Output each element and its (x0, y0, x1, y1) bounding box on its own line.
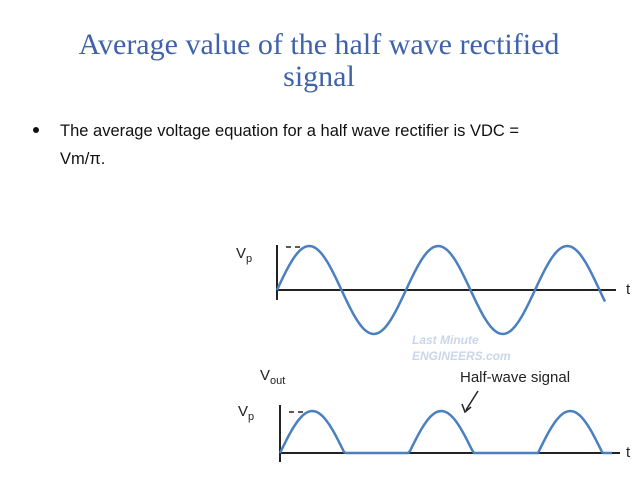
bullet-line: The average voltage equation for a half … (60, 122, 519, 140)
watermark: Last Minute (412, 333, 479, 347)
axes (276, 245, 620, 462)
input-wave (275, 244, 607, 336)
watermark: ENGINEERS.com (412, 349, 511, 363)
output-wave (278, 409, 612, 455)
t-label: t (626, 281, 631, 298)
annotation: Half-wave signal (460, 369, 570, 386)
vout-label: Vout (260, 367, 285, 387)
title-line: signal (283, 60, 355, 93)
title-line: Average value of the half wave rectified (79, 28, 560, 61)
vp-label: Vp (236, 245, 252, 265)
vp-label: Vp (238, 403, 254, 423)
t-label: t (626, 444, 631, 461)
bullet-line: Vm/π. (60, 150, 105, 168)
bullet-dot (33, 127, 39, 133)
